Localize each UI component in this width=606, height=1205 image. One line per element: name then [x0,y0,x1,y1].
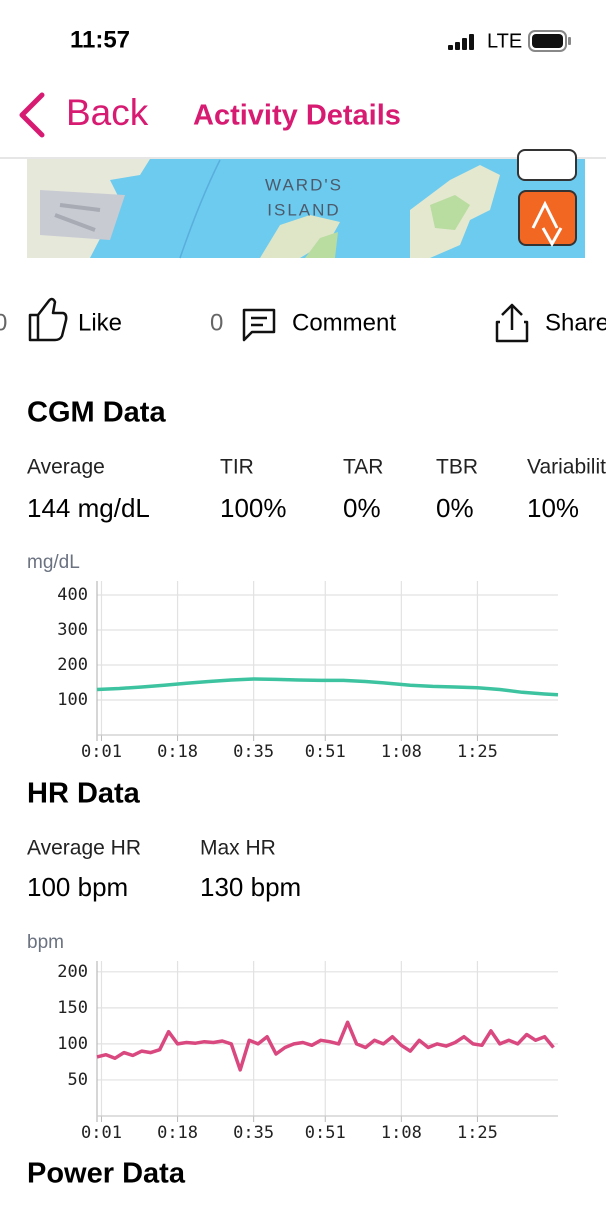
comment-icon[interactable] [242,308,276,342]
stat-label: Average HR [27,837,141,860]
y-tick-label: 100 [57,1034,88,1054]
data-line [96,1020,555,1072]
y-tick-label: 400 [57,585,88,605]
network-label: LTE [487,30,522,52]
stat-value: 0% [436,493,474,523]
x-tick-label: 0:35 [233,1123,274,1143]
y-axis-unit: bpm [27,932,64,953]
stat-label: Average [27,456,105,479]
y-tick-label: 300 [57,620,88,640]
battery-icon [528,30,571,52]
stat-value: 10% [527,493,579,523]
x-tick-label: 1:08 [381,1123,422,1143]
y-tick-label: 50 [68,1070,88,1090]
section-title: Power Data [27,1158,186,1190]
nav-title: Activity Details [193,100,401,132]
data-line [96,677,559,697]
x-tick-label: 0:51 [305,1123,346,1143]
map-label: ISLAND [267,200,340,219]
back-chevron[interactable] [19,92,45,138]
y-tick-label: 150 [57,998,88,1018]
status-time: 11:57 [70,26,130,53]
section-title: CGM Data [27,397,166,429]
stat-value: 100% [220,493,287,523]
stat-value: 100 bpm [27,872,128,902]
comment-count: 0 [210,309,223,336]
map-label: WARD'S [265,175,343,194]
stat-label: Max HR [200,837,276,860]
back-button[interactable]: Back [66,92,149,133]
y-tick-label: 100 [57,690,88,710]
x-tick-label: 0:01 [81,742,122,762]
x-tick-label: 0:18 [157,742,198,762]
y-axis-unit: mg/dL [27,552,80,573]
y-tick-label: 200 [57,655,88,675]
section-title: HR Data [27,778,141,810]
y-tick-label: 200 [57,962,88,982]
map [27,149,585,259]
stat-label: Variability [527,456,606,479]
comment-button[interactable]: Comment [292,309,396,336]
stat-value: 0% [343,493,381,523]
x-tick-label: 1:08 [381,742,422,762]
stats: Average HR 100 bpm Max HR 130 bpm [27,837,301,902]
stat-label: TIR [220,456,254,479]
stat-label: TAR [343,456,383,479]
like-icon[interactable] [28,297,68,342]
x-tick-label: 0:01 [81,1123,122,1143]
x-tick-label: 1:25 [457,742,498,762]
prev-count: 0 [0,309,7,336]
stat-value: 144 mg/dL [27,493,150,523]
stat-value: 130 bpm [200,872,301,902]
x-tick-label: 0:51 [305,742,346,762]
share-button[interactable]: Share [545,309,606,336]
signal-icon [448,34,474,50]
x-tick-label: 0:35 [233,742,274,762]
stat-label: TBR [436,456,478,479]
x-tick-label: 0:18 [157,1123,198,1143]
stats: Average 144 mg/dL TIR 100% TAR 0% TBR 0% Variabi… [27,456,606,523]
x-tick-label: 1:25 [457,1123,498,1143]
like-button[interactable]: Like [78,309,122,336]
share-icon[interactable] [495,303,529,343]
